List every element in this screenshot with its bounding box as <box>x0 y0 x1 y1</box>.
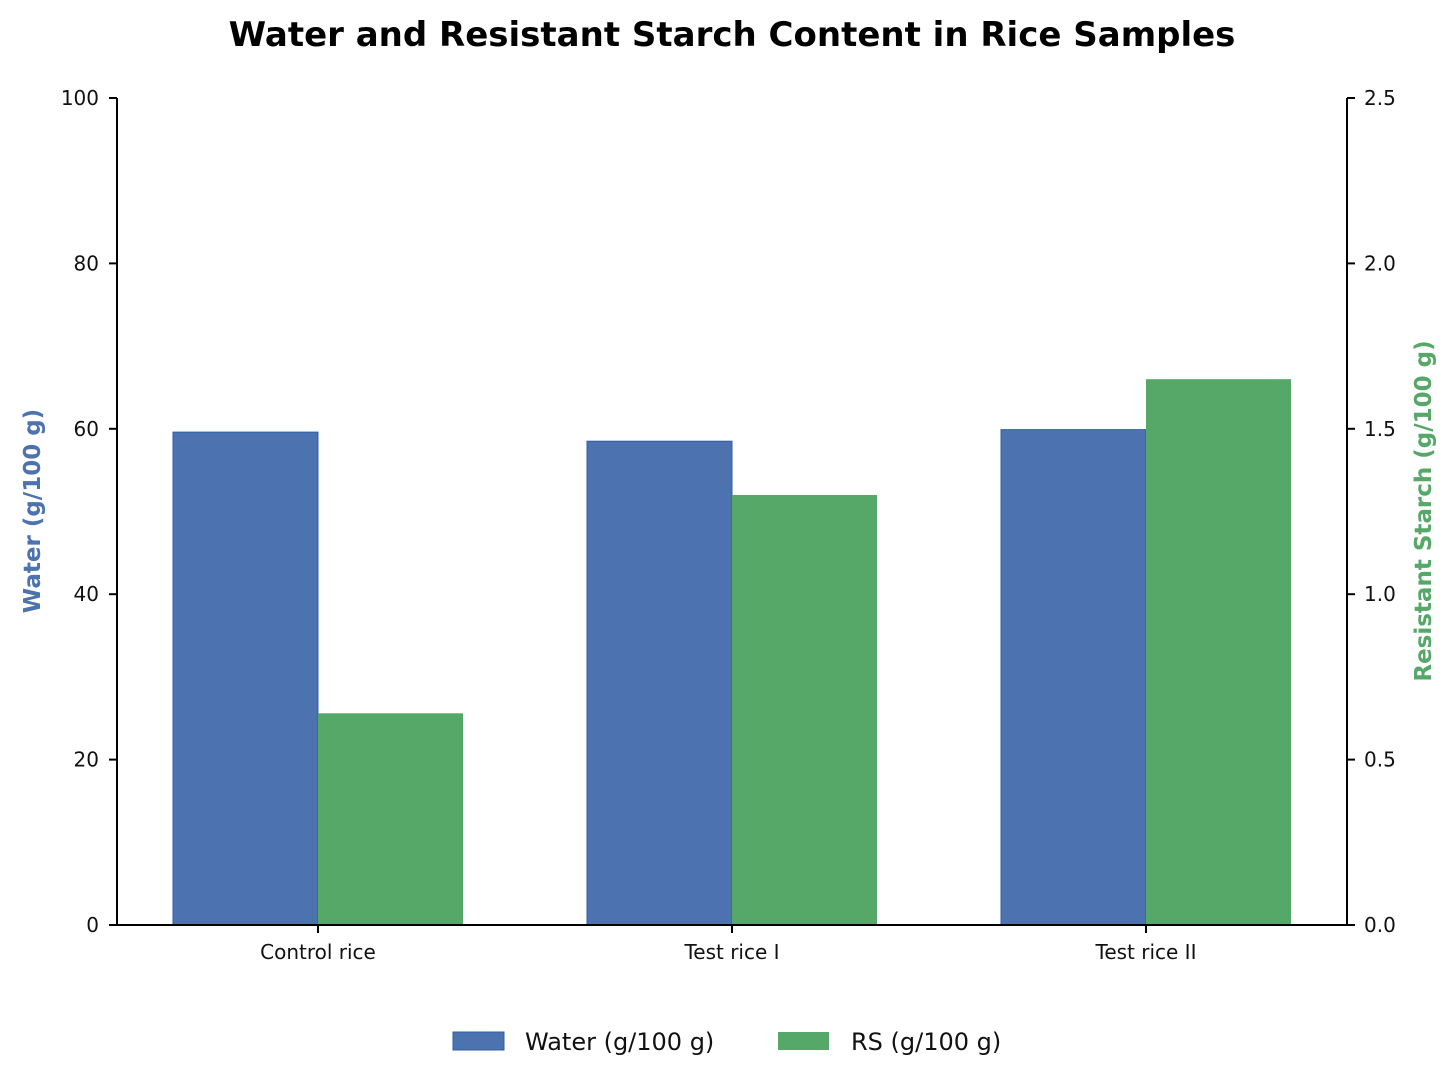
left-y-tick-label-60: 60 <box>74 417 99 441</box>
legend-rs-label: RS (g/100 g) <box>851 1028 1001 1056</box>
rs-bar-1 <box>318 713 463 925</box>
water-bar-3 <box>1000 429 1147 926</box>
right-y-tick-label-2.0: 2.0 <box>1364 251 1396 275</box>
left-y-tick-label-0: 0 <box>86 913 99 937</box>
legend-water-swatch <box>452 1031 505 1051</box>
chart-title: Water and Resistant Starch Content in Ri… <box>229 15 1236 55</box>
left-y-tick-label-80: 80 <box>74 251 99 275</box>
water-bar-2 <box>586 440 733 926</box>
left-y-tick-label-40: 40 <box>74 582 99 606</box>
right-y-tick-label-0.5: 0.5 <box>1364 748 1396 772</box>
right-y-tick-label-2.5: 2.5 <box>1364 86 1396 110</box>
right-y-tick-label-0.0: 0.0 <box>1364 913 1396 937</box>
right-axis-label: Resistant Starch (g/100 g) <box>1411 340 1437 681</box>
left-axis-label: Water (g/100 g) <box>20 409 46 613</box>
legend: Water (g/100 g) RS (g/100 g) <box>452 1028 1001 1056</box>
bar-layer <box>172 379 1291 926</box>
x-tick-label-1: Control rice <box>260 940 376 964</box>
x-tick-label-2: Test rice I <box>683 940 779 964</box>
right-y-tick-label-1.5: 1.5 <box>1364 417 1396 441</box>
ticks-layer: 0 20 40 60 80 100 0.0 0.5 1.0 1.5 2.0 2.5 Control ri… <box>61 86 1396 964</box>
water-bar-1 <box>172 431 319 926</box>
right-y-tick-label-1.0: 1.0 <box>1364 582 1396 606</box>
rs-bar-2 <box>732 494 877 925</box>
rs-bar-3 <box>1146 379 1291 925</box>
legend-water-label: Water (g/100 g) <box>525 1028 714 1056</box>
x-tick-label-3: Test rice II <box>1095 940 1197 964</box>
left-y-tick-label-100: 100 <box>61 86 99 110</box>
legend-rs-swatch <box>778 1032 829 1050</box>
left-y-tick-label-20: 20 <box>74 748 99 772</box>
